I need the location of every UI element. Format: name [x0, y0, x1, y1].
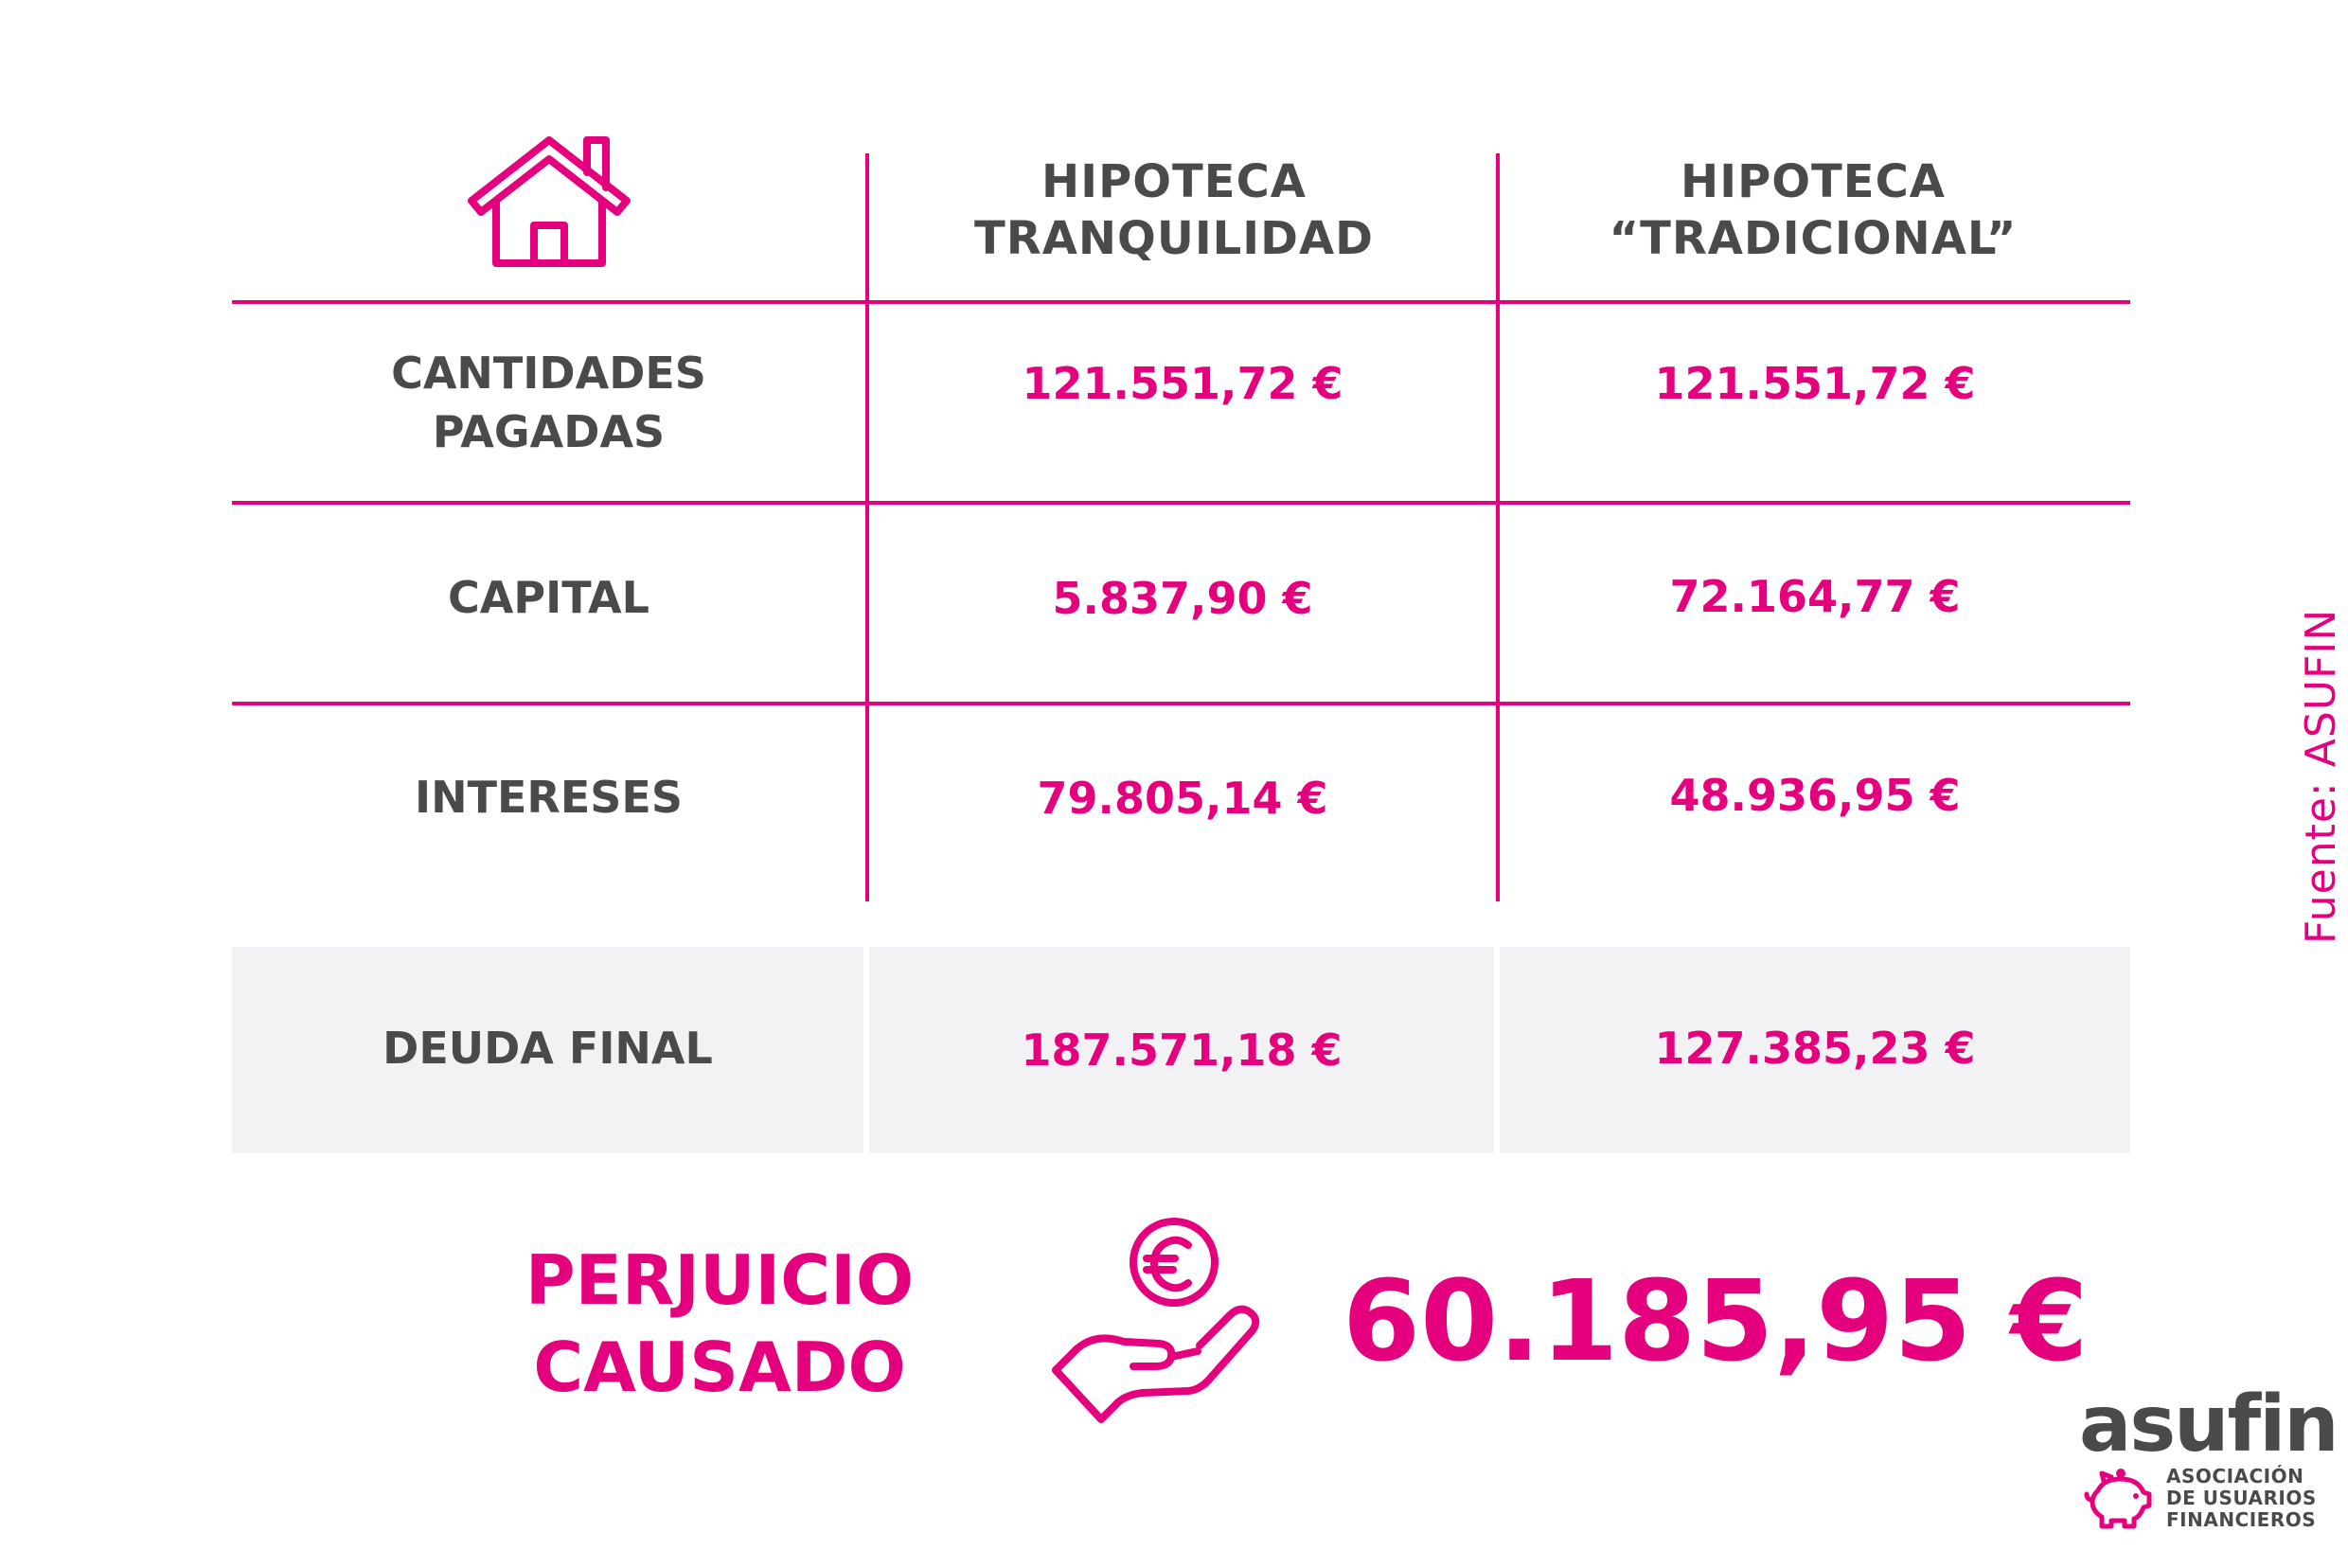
value-cantidades-tradicional: 121.551,72 € [1654, 358, 1976, 409]
table-divider-vertical-1 [865, 153, 869, 901]
value-deuda-tranquilidad: 187.571,18 € [1021, 1025, 1343, 1076]
perjuicio-line1: PERJUICIO [525, 1240, 915, 1320]
value-cantidades-tranquilidad: 121.551,72 € [1022, 358, 1343, 409]
value-intereses-tranquilidad: 79.805,14 € [1037, 773, 1328, 824]
header-hipoteca-tranquilidad: HIPOTECA TRANQUILIDAD [871, 153, 1477, 267]
table-row-intereses: INTERESES [232, 705, 865, 902]
row-label-line2: PAGADAS [432, 406, 666, 457]
hand-euro-icon [1046, 1217, 1273, 1444]
cell-deuda-tranquilidad: 187.571,18 € [869, 947, 1494, 1153]
asufin-logo: asufin ASOCIACIÓN DE USUARIOS FINANCIERO… [2079, 1382, 2339, 1534]
final-row-label-bg [232, 947, 863, 1153]
header-hipoteca-tradicional: HIPOTECA “TRADICIONAL” [1501, 153, 2126, 267]
source-note: Fuente: ASUFIN [2297, 608, 2345, 945]
final-row-tranquilidad-bg [869, 947, 1494, 1153]
logo-subtitle: ASOCIACIÓN DE USUARIOS FINANCIEROS [2166, 1466, 2317, 1531]
piggy-bank-icon [2083, 1468, 2155, 1530]
perjuicio-line2: CAUSADO [533, 1327, 906, 1407]
table-divider-header [232, 300, 2130, 304]
final-row-deuda: DEUDA FINAL [232, 947, 863, 1153]
table-row-cantidades-pagadas: CANTIDADES PAGADAS [232, 304, 865, 501]
table-divider-row1 [232, 501, 2130, 505]
final-row-tradicional-bg [1500, 947, 2130, 1153]
logo-subtitle-line1: ASOCIACIÓN [2166, 1465, 2304, 1488]
value-capital-tranquilidad: 5.837,90 € [1052, 573, 1313, 624]
cell-cantidades-tradicional: 121.551,72 € [1500, 304, 2130, 501]
perjuicio-causado-label: PERJUICIO CAUSADO [483, 1237, 956, 1411]
cell-capital-tranquilidad: 5.837,90 € [869, 505, 1496, 702]
logo-wordmark: asufin [2079, 1380, 2339, 1470]
header-col2-line1: HIPOTECA [1681, 155, 1946, 208]
value-capital-tradicional: 72.164,77 € [1669, 571, 1961, 622]
value-deuda-tradicional: 127.385,23 € [1654, 1023, 1976, 1074]
logo-subtitle-line3: FINANCIEROS [2166, 1508, 2317, 1531]
value-intereses-tradicional: 48.936,95 € [1669, 770, 1961, 821]
header-col2-line2: “TRADICIONAL” [1609, 212, 2018, 265]
header-col1-line2: TRANQUILIDAD [974, 212, 1374, 265]
header-col1-line1: HIPOTECA [1041, 155, 1307, 208]
row-label-capital: CAPITAL [448, 572, 649, 623]
table-divider-row2 [232, 702, 2130, 705]
cell-intereses-tradicional: 48.936,95 € [1500, 705, 2130, 902]
cell-capital-tradicional: 72.164,77 € [1500, 505, 2130, 702]
row-label-line1: CANTIDADES [391, 347, 706, 399]
row-label-cantidades-pagadas: CANTIDADES PAGADAS [391, 344, 706, 461]
logo-subtitle-line2: DE USUARIOS [2166, 1487, 2317, 1509]
cell-deuda-tradicional: 127.385,23 € [1500, 947, 2130, 1153]
perjuicio-value: 60.185,95 € [1343, 1256, 2089, 1386]
cell-cantidades-tranquilidad: 121.551,72 € [869, 304, 1496, 501]
table-row-capital: CAPITAL [232, 505, 865, 702]
cell-intereses-tranquilidad: 79.805,14 € [869, 705, 1496, 902]
row-label-intereses: INTERESES [415, 772, 683, 823]
table-divider-vertical-2 [1496, 153, 1500, 901]
house-icon [464, 133, 634, 270]
row-label-deuda-final: DEUDA FINAL [382, 1023, 713, 1074]
